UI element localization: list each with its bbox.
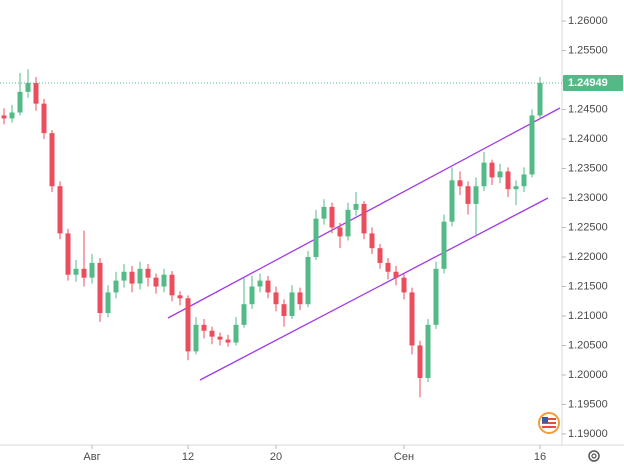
candle-body <box>89 262 95 278</box>
candle-body <box>121 271 127 281</box>
candle-body <box>177 295 183 299</box>
candle-body <box>185 298 191 352</box>
candle-body <box>169 274 175 296</box>
candle-body <box>33 82 39 104</box>
candle-body <box>209 330 215 337</box>
candle-body <box>409 292 415 346</box>
candle-body <box>273 292 279 305</box>
candle-body <box>329 206 335 228</box>
candle-body <box>105 292 111 314</box>
candle-body <box>265 280 271 293</box>
candle-body <box>241 304 247 325</box>
y-tick-label: 1.20000 <box>568 369 608 381</box>
x-tick-label: Авг <box>83 451 100 463</box>
x-tick-label: 20 <box>270 451 282 463</box>
candle-body <box>313 218 319 258</box>
candle-body <box>25 82 31 92</box>
candle-body <box>97 262 103 314</box>
candle-body <box>129 271 135 284</box>
last-price-label: 1.24949 <box>568 77 608 89</box>
candle-body <box>393 271 399 278</box>
y-tick-label: 1.19500 <box>568 398 608 410</box>
y-tick-label: 1.23500 <box>568 162 608 174</box>
candle-body <box>497 171 503 178</box>
candle-body <box>345 209 351 237</box>
candle-body <box>513 186 519 190</box>
candle-body <box>305 257 311 305</box>
y-tick-label: 1.21500 <box>568 280 608 292</box>
x-tick-label: 16 <box>534 451 546 463</box>
candle-body <box>529 115 535 175</box>
candle-body <box>369 233 375 249</box>
y-tick-label: 1.19000 <box>568 428 608 440</box>
candle-body <box>521 174 527 187</box>
candle-body <box>217 336 223 340</box>
y-tick-label: 1.20500 <box>568 339 608 351</box>
candle-body <box>361 203 367 234</box>
candle-body <box>81 268 87 278</box>
candle-body <box>73 268 79 275</box>
candle-body <box>417 345 423 378</box>
y-tick-label: 1.25500 <box>568 44 608 56</box>
flag-icon <box>538 412 560 434</box>
y-tick-label: 1.26000 <box>568 15 608 27</box>
candle-body <box>465 186 471 204</box>
candle-body <box>425 324 431 378</box>
y-tick-label: 1.22000 <box>568 251 608 263</box>
candle-body <box>377 248 383 263</box>
candle-body <box>289 292 295 316</box>
candle-body <box>281 304 287 316</box>
x-tick-label: Сен <box>394 451 414 463</box>
x-tick-label: 12 <box>182 451 194 463</box>
y-tick-label: 1.21000 <box>568 310 608 322</box>
candle-body <box>473 186 479 204</box>
candle-body <box>537 83 543 116</box>
candle-body <box>385 262 391 272</box>
candle-body <box>153 277 159 287</box>
candle-body <box>353 203 359 210</box>
candle-body <box>1 115 7 119</box>
candle-body <box>505 171 511 190</box>
candle-body <box>233 324 239 343</box>
candle-body <box>433 268 439 325</box>
y-tick-label: 1.23000 <box>568 192 608 204</box>
settings-icon[interactable] <box>588 450 600 462</box>
candle-body <box>49 133 55 187</box>
candle-body <box>113 280 119 293</box>
candle-body <box>481 162 487 187</box>
candle-body <box>201 324 207 331</box>
candle-body <box>65 233 71 275</box>
candle-body <box>321 206 327 219</box>
candle-body <box>193 324 199 352</box>
candle-body <box>17 91 23 113</box>
candle-body <box>161 274 167 287</box>
channel-lower <box>199 197 549 381</box>
candle-body <box>137 268 143 284</box>
candle-body <box>57 186 63 234</box>
candle-body <box>401 277 407 293</box>
candle-body <box>249 286 255 305</box>
candle-body <box>449 180 455 222</box>
y-tick-label: 1.22500 <box>568 221 608 233</box>
y-tick-label: 1.24500 <box>568 103 608 115</box>
candle-body <box>145 268 151 278</box>
candle-body <box>225 339 231 343</box>
candle-body <box>297 292 303 305</box>
candle-body <box>41 103 47 134</box>
candle-body <box>489 162 495 178</box>
candle-body <box>457 180 463 187</box>
candle-body <box>337 227 343 237</box>
candle-body <box>441 221 447 269</box>
candle-body <box>9 112 15 119</box>
candle-body <box>257 280 263 287</box>
y-tick-label: 1.24000 <box>568 133 608 145</box>
last-price-box <box>563 75 623 92</box>
